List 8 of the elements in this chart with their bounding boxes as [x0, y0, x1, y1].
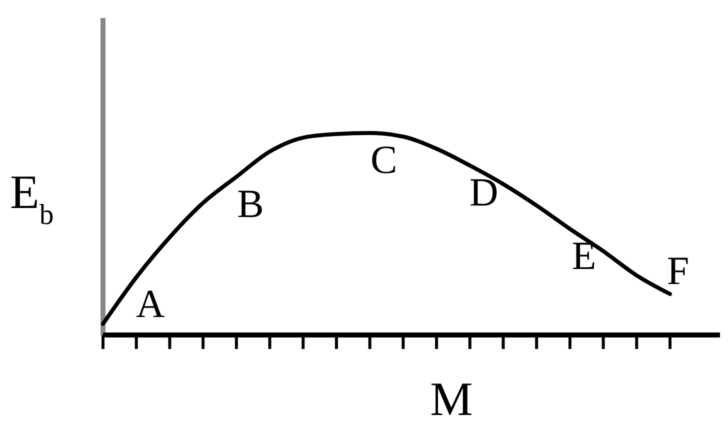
annotation: B — [237, 180, 264, 226]
y-axis-title: E$_{b}$ — [10, 166, 54, 231]
annotation: C — [370, 137, 398, 182]
annotation: A — [136, 281, 165, 326]
x-axis-title: M — [430, 373, 473, 426]
annotation: F — [666, 248, 690, 293]
annotation: E — [572, 232, 596, 278]
annotation: D — [469, 170, 498, 215]
